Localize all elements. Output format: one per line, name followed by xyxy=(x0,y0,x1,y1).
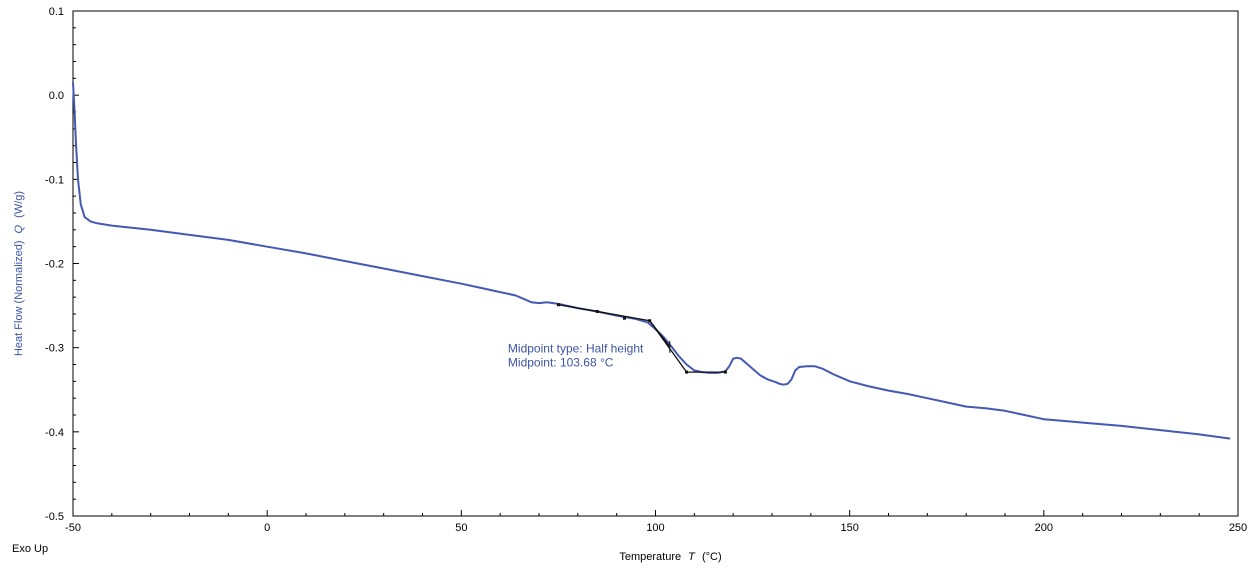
series-layer xyxy=(72,82,1231,440)
x-tick-label: 150 xyxy=(840,522,858,534)
x-axis-label-unit: (°C) xyxy=(702,551,722,563)
y-axis-label: Heat Flow (Normalized) Q (W/g) xyxy=(13,191,25,356)
tick-labels-layer: -50 0 50 100 150 200 250 0.1 0.0 -0.1 -0.2 -0.3 -0.4… xyxy=(45,6,1247,534)
y-tick-label: 0.1 xyxy=(49,6,64,18)
y-tick-label: -0.4 xyxy=(45,427,64,439)
y-axis-label-symbol: Q xyxy=(13,224,25,233)
heat-flow-line xyxy=(72,82,1231,440)
x-tick-label: 250 xyxy=(1229,522,1247,534)
x-axis-label-symbol: T xyxy=(688,551,696,563)
analysis-marker xyxy=(723,370,727,374)
x-axis-label: Temperature T (°C) xyxy=(619,551,721,563)
analysis-marker xyxy=(685,370,689,374)
exo-up-label: Exo Up xyxy=(12,543,49,555)
analysis-marker xyxy=(556,303,560,307)
analysis-marker xyxy=(622,316,626,320)
y-tick-label: -0.2 xyxy=(45,259,64,271)
annotation-line-midpoint-value: Midpoint: 103.68 °C xyxy=(508,356,614,370)
analysis-marker xyxy=(595,309,599,313)
y-tick-label: -0.1 xyxy=(45,174,64,186)
x-axis-label-name: Temperature xyxy=(619,551,681,563)
y-tick-label: 0.0 xyxy=(49,90,64,102)
x-tick-label: 200 xyxy=(1035,522,1053,534)
plot-frame xyxy=(72,10,1239,517)
x-tick-label: 0 xyxy=(264,522,270,534)
annotation-line-midpoint-type: Midpoint type: Half height xyxy=(508,342,644,356)
midpoint-annotation: Midpoint type: Half height Midpoint: 103… xyxy=(508,342,647,370)
x-tick-label: 50 xyxy=(455,522,467,534)
y-axis-label-name: Heat Flow (Normalized) xyxy=(13,241,25,357)
y-axis-label-unit: (W/g) xyxy=(13,191,25,218)
analysis-tangent-line xyxy=(558,304,726,373)
x-tick-label: -50 xyxy=(65,522,81,534)
analysis-layer xyxy=(556,303,727,374)
y-tick-label: -0.5 xyxy=(45,511,64,523)
analysis-marker xyxy=(648,319,652,323)
analysis-tangent-line xyxy=(649,320,671,348)
x-tick-label: 100 xyxy=(646,522,664,534)
y-tick-label: -0.3 xyxy=(45,343,64,355)
ticks-layer xyxy=(72,10,1239,517)
